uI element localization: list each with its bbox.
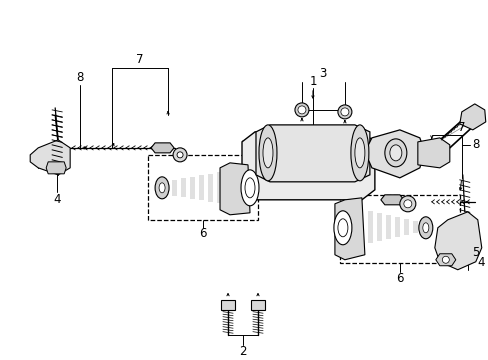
Polygon shape — [334, 198, 364, 260]
Ellipse shape — [337, 219, 347, 237]
Polygon shape — [199, 175, 203, 200]
Polygon shape — [364, 130, 424, 178]
Polygon shape — [242, 132, 374, 200]
Ellipse shape — [244, 178, 254, 198]
Polygon shape — [376, 213, 381, 241]
Polygon shape — [255, 125, 369, 182]
Polygon shape — [412, 221, 417, 233]
Polygon shape — [190, 177, 195, 199]
Polygon shape — [435, 254, 455, 266]
Ellipse shape — [333, 211, 351, 245]
Polygon shape — [403, 219, 408, 235]
Polygon shape — [367, 211, 372, 243]
Circle shape — [297, 106, 305, 114]
Polygon shape — [225, 171, 230, 205]
Polygon shape — [172, 180, 177, 196]
Text: 2: 2 — [239, 345, 246, 358]
Ellipse shape — [259, 125, 276, 181]
Ellipse shape — [384, 139, 406, 167]
Circle shape — [173, 148, 187, 162]
Ellipse shape — [389, 145, 401, 161]
Polygon shape — [217, 172, 222, 203]
Polygon shape — [46, 162, 66, 174]
Text: 8: 8 — [76, 71, 83, 85]
Ellipse shape — [337, 105, 351, 119]
Ellipse shape — [294, 103, 308, 117]
Ellipse shape — [263, 138, 272, 168]
Polygon shape — [207, 174, 213, 202]
Text: 4: 4 — [477, 256, 484, 269]
Circle shape — [403, 200, 411, 208]
Polygon shape — [151, 143, 174, 153]
Ellipse shape — [155, 177, 169, 199]
Bar — [148, 155, 258, 220]
Text: 7: 7 — [457, 121, 465, 134]
Text: 5: 5 — [471, 246, 478, 259]
Text: 3: 3 — [319, 67, 326, 80]
Bar — [339, 195, 459, 263]
Circle shape — [177, 152, 183, 158]
Polygon shape — [30, 140, 70, 175]
Polygon shape — [380, 195, 403, 205]
Text: 6: 6 — [395, 272, 403, 285]
Polygon shape — [385, 215, 390, 239]
Bar — [221, 300, 235, 310]
Polygon shape — [417, 138, 449, 168]
Ellipse shape — [422, 223, 428, 233]
Text: 7: 7 — [136, 53, 143, 67]
Polygon shape — [459, 104, 485, 130]
Polygon shape — [434, 212, 481, 270]
Text: 4: 4 — [53, 193, 61, 206]
Circle shape — [399, 196, 415, 212]
Ellipse shape — [354, 138, 364, 168]
Text: 1: 1 — [308, 76, 316, 89]
Ellipse shape — [159, 183, 165, 193]
Text: 8: 8 — [471, 138, 478, 151]
Polygon shape — [220, 163, 249, 215]
Polygon shape — [394, 217, 399, 237]
Circle shape — [442, 256, 448, 263]
Circle shape — [340, 108, 348, 116]
Ellipse shape — [350, 125, 368, 181]
Text: 6: 6 — [199, 227, 206, 240]
Bar — [250, 300, 264, 310]
Ellipse shape — [241, 170, 259, 206]
Ellipse shape — [418, 217, 432, 239]
Polygon shape — [181, 178, 185, 197]
